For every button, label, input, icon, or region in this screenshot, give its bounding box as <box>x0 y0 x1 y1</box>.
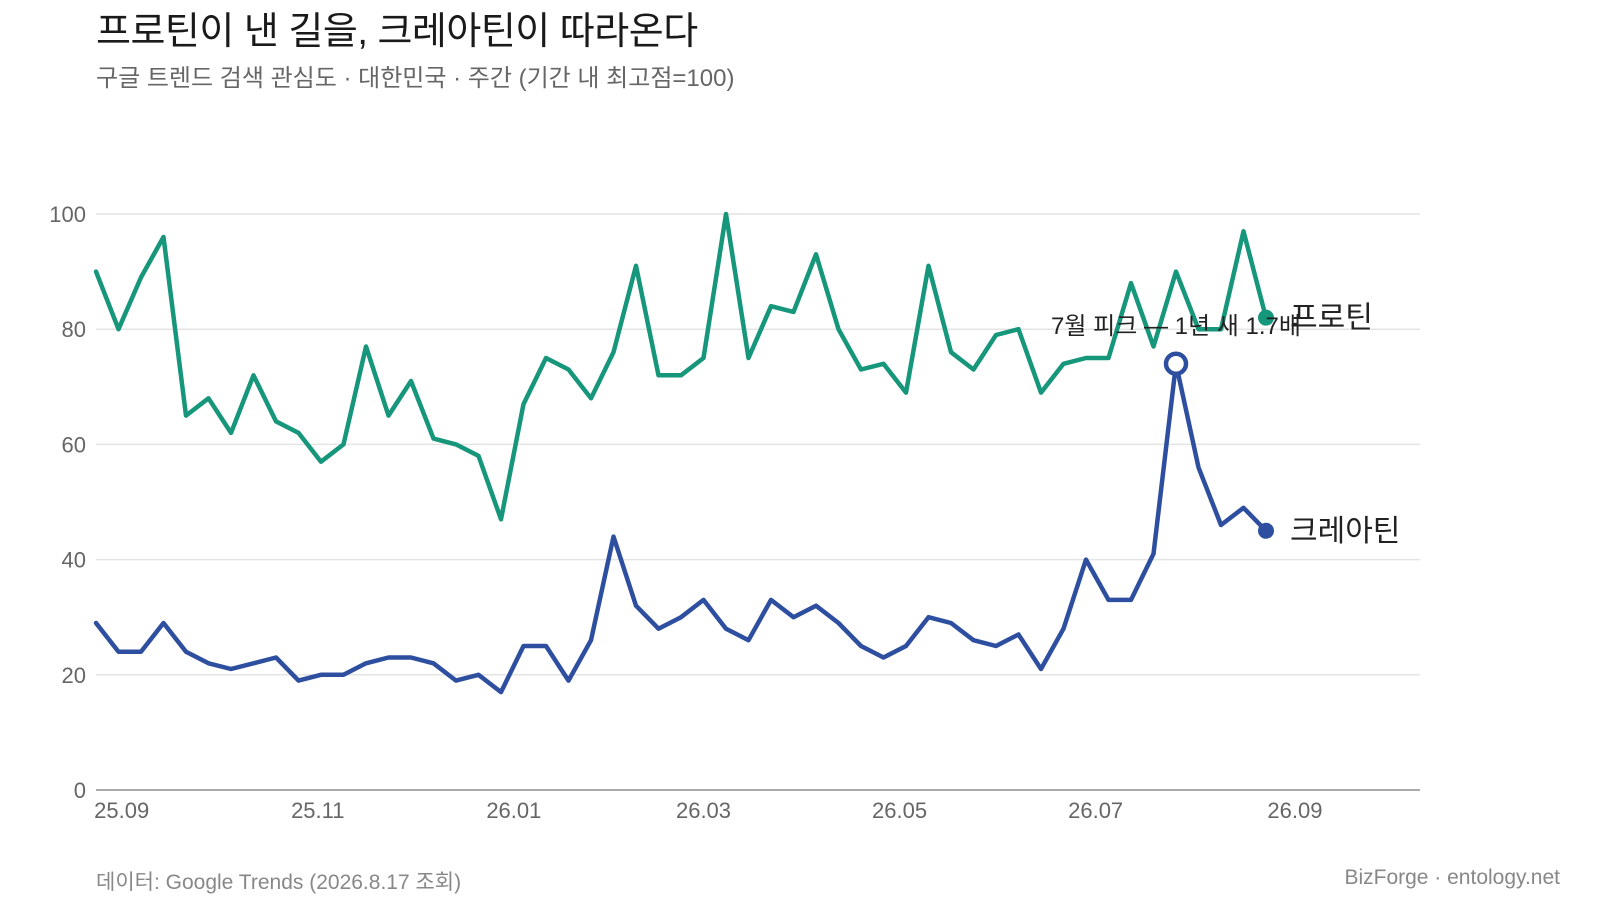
y-tick-label: 20 <box>62 663 86 688</box>
x-tick-label: 26.01 <box>486 798 541 823</box>
x-tick-label: 26.09 <box>1267 798 1322 823</box>
x-tick-label: 26.05 <box>872 798 927 823</box>
y-tick-label: 0 <box>74 778 86 803</box>
chart-title: 프로틴이 낸 길을, 크레아틴이 따라온다 <box>96 11 698 53</box>
x-tick-label: 26.07 <box>1068 798 1123 823</box>
y-tick-label: 60 <box>62 432 86 457</box>
series-line <box>93 211 1269 522</box>
y-tick-label: 80 <box>62 317 86 342</box>
x-tick-label: 25.09 <box>94 798 149 823</box>
grid <box>96 213 1420 791</box>
y-tick-label: 40 <box>62 548 86 573</box>
series-end-dot <box>1258 522 1274 539</box>
credit: BizForge · entology.net <box>1344 866 1560 889</box>
axes: 0 20 40 60 80 100 25.09 25.11 26.01 26.03 26.05 26.… <box>49 202 1322 823</box>
x-tick-label: 26.03 <box>676 798 731 823</box>
annotation-label: 7월 피크 — 1년 새 1.7배 <box>1051 313 1301 340</box>
y-tick-label: 100 <box>49 202 86 227</box>
chart-subtitle: 구글 트렌드 검색 관심도 · 대한민국 · 주간 (기간 내 최고점=100) <box>96 65 735 92</box>
series-line <box>93 361 1269 695</box>
peak-marker <box>1163 351 1189 377</box>
series-end-dot <box>1258 309 1274 326</box>
x-tick-label: 25.11 <box>291 798 344 823</box>
data-source: 데이터: Google Trends (2026.8.17 조회) <box>96 871 462 894</box>
series-label: 크레아틴 <box>1290 515 1400 548</box>
series <box>93 211 1274 695</box>
series-label: 프로틴 <box>1290 302 1373 335</box>
